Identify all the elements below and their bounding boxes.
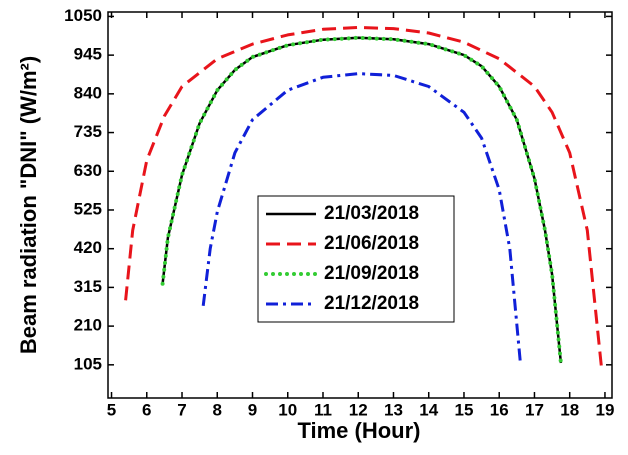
y-axis-label: Beam radiation "DNI" (W/m²): [16, 56, 41, 354]
x-tick-label: 17: [525, 400, 544, 419]
x-tick-label: 18: [560, 400, 579, 419]
y-tick-label: 210: [74, 316, 102, 335]
x-tick-label: 12: [349, 400, 368, 419]
x-tick-label: 5: [107, 400, 116, 419]
legend: 21/03/2018 21/06/2018 21/09/2018 21/12/2018: [257, 195, 455, 323]
legend-label: 21/12/2018: [324, 293, 419, 314]
legend-box: [257, 195, 455, 323]
x-tick-label: 11: [314, 400, 332, 419]
series-line: [124, 26, 603, 367]
x-tick-label: 6: [142, 400, 151, 419]
x-axis-label: Time (Hour): [297, 418, 420, 443]
x-tick-label: 7: [177, 400, 186, 419]
y-tick-label: 840: [74, 83, 102, 102]
y-tick-label: 735: [74, 122, 102, 141]
y-tick-label: 420: [74, 238, 102, 257]
y-tick-label: 525: [74, 199, 102, 218]
x-tick-label: 8: [213, 400, 222, 419]
y-tick-label: 315: [74, 277, 102, 296]
series-line: [160, 35, 563, 365]
legend-label: 21/03/2018: [324, 203, 419, 224]
legend-label: 21/09/2018: [324, 263, 419, 284]
y-tick-label: 1050: [64, 6, 102, 25]
x-tick-label: 10: [278, 400, 297, 419]
x-tick-label: 15: [455, 400, 474, 419]
x-tick-label: 13: [384, 400, 403, 419]
y-tick-label: 630: [74, 161, 102, 180]
x-tick-label: 19: [595, 400, 614, 419]
y-tick-label: 105: [74, 354, 102, 373]
x-tick-label: 14: [419, 400, 438, 419]
plot-frame: [107, 11, 613, 399]
y-tick-label: 945: [74, 45, 102, 64]
x-tick-label: 9: [248, 400, 257, 419]
x-tick-label: 16: [490, 400, 509, 419]
legend-label: 21/06/2018: [324, 233, 419, 254]
